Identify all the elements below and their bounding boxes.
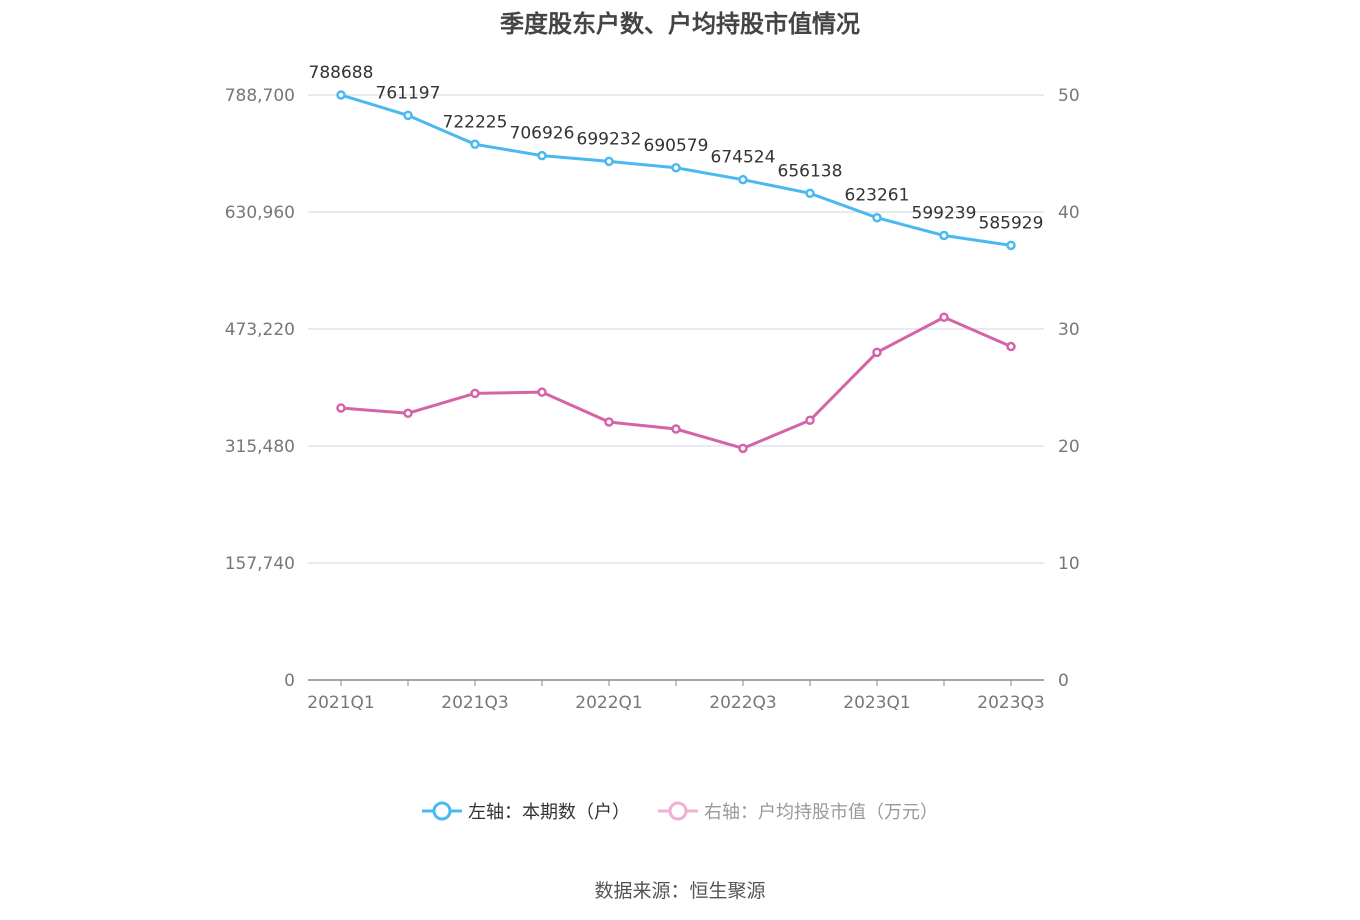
left-axis-tick-label: 157,740 <box>225 554 295 574</box>
data-point-right <box>403 408 413 418</box>
left-axis-tick-label: 473,220 <box>225 320 295 340</box>
legend: 左轴：本期数（户） 右轴：户均持股市值（万元） <box>0 798 1360 824</box>
data-point-right <box>604 417 614 427</box>
data-point-right <box>470 388 480 399</box>
legend-item-left[interactable]: 左轴：本期数（户） <box>422 798 630 824</box>
data-point-left <box>403 110 413 121</box>
data-label: 706926 <box>510 124 575 144</box>
data-point-left <box>805 188 815 199</box>
legend-label-left: 左轴：本期数（户） <box>468 802 630 823</box>
data-point-right <box>872 347 882 358</box>
data-label: 788688 <box>309 63 374 83</box>
right-axis-tick-label: 50 <box>1058 86 1080 106</box>
data-label: 699232 <box>577 129 642 149</box>
data-point-right <box>939 312 949 323</box>
right-axis-tick-label: 30 <box>1058 320 1080 340</box>
right-axis-tick-label: 40 <box>1058 203 1080 223</box>
data-label: 674524 <box>711 148 776 168</box>
data-point-left <box>939 230 949 241</box>
left-axis-tick-label: 630,960 <box>225 203 295 223</box>
data-point-right <box>537 387 547 397</box>
legend-label-right: 右轴：户均持股市值（万元） <box>704 802 938 823</box>
data-point-left <box>537 150 547 161</box>
left-axis-tick-label: 0 <box>284 671 295 691</box>
chart-title: 季度股东户数、户均持股市值情况 <box>500 10 860 38</box>
data-point-left <box>738 174 748 185</box>
right-axis-tick-label: 10 <box>1058 554 1080 574</box>
data-label: 761197 <box>376 83 441 103</box>
x-axis-tick-label: 2023Q3 <box>977 693 1044 713</box>
right-axis-tick-label: 0 <box>1058 671 1069 691</box>
data-point-right <box>1006 341 1016 352</box>
x-axis-tick-label: 2021Q3 <box>441 693 508 713</box>
data-label: 599239 <box>912 204 977 224</box>
data-point-right <box>738 443 748 454</box>
data-point-right <box>671 424 681 434</box>
data-point-left <box>470 139 480 150</box>
data-point-left <box>671 163 681 173</box>
data-point-left <box>872 212 882 223</box>
data-label: 722225 <box>443 112 508 132</box>
data-point-right <box>805 415 815 426</box>
legend-marker-blue-icon <box>422 801 462 821</box>
x-axis-tick-label: 2021Q1 <box>307 693 374 713</box>
data-point-left <box>604 156 614 167</box>
right-axis-tick-label: 20 <box>1058 437 1080 457</box>
legend-marker-pink-icon <box>658 801 698 821</box>
data-label: 690579 <box>644 136 709 156</box>
data-label: 585929 <box>979 213 1044 233</box>
x-axis-tick-label: 2022Q1 <box>575 693 642 713</box>
source-note: 数据来源：恒生聚源 <box>594 880 766 902</box>
left-axis-tick-label: 315,480 <box>225 437 295 457</box>
legend-item-right[interactable]: 右轴：户均持股市值（万元） <box>658 798 938 824</box>
data-label: 656138 <box>778 161 843 181</box>
data-point-left <box>1006 240 1016 251</box>
x-axis-tick-label: 2022Q3 <box>709 693 776 713</box>
data-point-left <box>336 90 346 100</box>
data-label: 623261 <box>845 186 910 206</box>
left-axis-tick-label: 788,700 <box>225 86 295 106</box>
data-point-right <box>336 403 346 413</box>
x-axis-tick-label: 2023Q1 <box>843 693 910 713</box>
